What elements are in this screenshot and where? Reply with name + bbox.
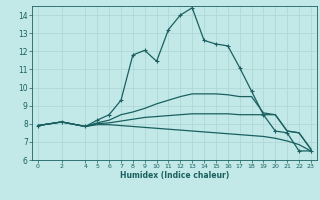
X-axis label: Humidex (Indice chaleur): Humidex (Indice chaleur) <box>120 171 229 180</box>
